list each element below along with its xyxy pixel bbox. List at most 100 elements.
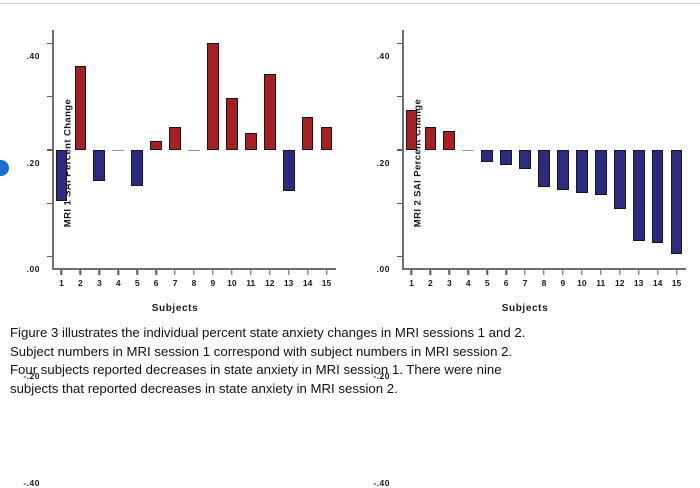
y-tick-2-1: .20 (377, 95, 402, 168)
x-tick-2-13 (637, 270, 640, 275)
bar-2-subject-7[interactable] (519, 150, 531, 169)
bar-1-subject-5[interactable] (131, 150, 144, 186)
x-tick-2-2 (429, 270, 432, 275)
x-tick-2-3 (448, 270, 451, 275)
x-tick-label: 5 (484, 278, 490, 288)
x-tick-label: 13 (633, 278, 644, 288)
bar-1-subject-12[interactable] (263, 74, 276, 150)
bar-1-subject-1[interactable] (55, 150, 68, 201)
x-tick-2-1 (410, 270, 413, 275)
y-tick-label: -.20 (23, 370, 40, 381)
caption-line: Subject numbers in MRI session 1 corresp… (10, 343, 513, 359)
x-tick-label: 3 (446, 278, 452, 288)
x-tick-1-1 (60, 270, 63, 275)
bar-2-subject-8[interactable] (538, 150, 550, 188)
x-tick-label: 7 (522, 278, 528, 288)
x-tick-label: 14 (302, 278, 313, 288)
x-tick-label: 6 (503, 278, 509, 288)
caption-line: Four subjects reported decreases in stat… (10, 362, 502, 378)
bar-2-subject-1[interactable] (405, 110, 418, 150)
x-tick-2-14 (656, 270, 659, 275)
bar-1-subject-7[interactable] (169, 127, 181, 150)
x-tick-label: 6 (153, 278, 159, 288)
x-tick-label: 9 (560, 278, 566, 288)
plot-area-mri-1: .40.20.00 -.20 -.40 1 2 3 4 5 6 7 8 9 10 11 12 13 14 15 (23, 30, 336, 488)
top-divider (0, 3, 700, 4)
bar-2-subject-6[interactable] (500, 150, 512, 165)
x-tick-label: 2 (428, 278, 433, 288)
x-axis-line-mri-1 (52, 268, 336, 270)
y-tick-1-0: .40 (27, 42, 52, 61)
bar-2-subject-10[interactable] (575, 150, 588, 193)
bar-zero-1-4[interactable] (112, 149, 125, 151)
x-tick-1-11 (250, 270, 252, 275)
x-tick-label: 5 (134, 278, 140, 288)
x-tick-2-5 (486, 270, 488, 275)
bar-zero-2-4[interactable] (462, 149, 475, 151)
figure-charts-area: MRI 1 SAI Percent Change .40.20.00 -.20 -.… (0, 8, 700, 488)
bar-1-subject-15[interactable] (320, 127, 333, 150)
bar-1-subject-13[interactable] (282, 150, 295, 192)
x-tick-1-4 (117, 270, 119, 275)
bar-2-subject-14[interactable] (651, 150, 664, 244)
x-tick-label: 8 (191, 278, 197, 288)
x-tick-label: 2 (78, 278, 83, 288)
bar-2-subject-2[interactable] (424, 127, 437, 150)
y-tick-label: .00 (26, 264, 40, 275)
bar-1-subject-14[interactable] (301, 116, 314, 150)
x-tick-label: 15 (321, 278, 332, 288)
x-axis-line-mri-2 (402, 268, 686, 270)
x-tick-label: 10 (577, 278, 587, 288)
x-tick-label: 1 (59, 278, 64, 288)
x-tick-1-2 (79, 270, 82, 275)
bar-1-subject-3[interactable] (93, 150, 106, 181)
bar-1-subject-10[interactable] (225, 98, 238, 150)
figure-caption: Figure 3 illustrates the individual perc… (10, 324, 696, 398)
y-tick-1-4: -.40 (23, 255, 52, 488)
x-tick-2-12 (619, 270, 621, 275)
x-tick-1-12 (269, 270, 271, 275)
bar-2-subject-9[interactable] (557, 150, 569, 190)
figure-page: MRI 1 SAI Percent Change .40.20.00 -.20 -.… (0, 3, 700, 488)
x-tick-1-3 (98, 270, 101, 275)
y-tick-2-0: .40 (377, 42, 402, 61)
x-tick-2-7 (524, 270, 526, 275)
bar-1-subject-11[interactable] (244, 132, 257, 150)
x-tick-2-4 (467, 270, 469, 275)
caption-line: Figure 3 illustrates the individual perc… (10, 325, 526, 340)
x-tick-2-11 (600, 270, 602, 275)
y-tick-2-2: .00 (377, 149, 402, 274)
x-tick-1-5 (136, 270, 138, 275)
x-tick-2-8 (543, 270, 545, 275)
bar-zero-1-8[interactable] (188, 149, 200, 151)
x-tick-2-9 (562, 270, 564, 275)
bar-2-subject-3[interactable] (443, 131, 456, 150)
x-axis-label-mri-2: Subjects (501, 303, 549, 314)
plot-area-mri-2: .40.20.00 -.20 -.40 1 2 3 4 5 6 7 8 9 10 11 12 13 14 15 (373, 30, 686, 488)
x-tick-2-6 (505, 270, 507, 275)
y-tick-2-3: -.20 (373, 202, 402, 381)
x-tick-2-10 (581, 270, 583, 275)
x-tick-1-13 (287, 270, 290, 275)
bar-1-subject-9[interactable] (207, 43, 219, 150)
y-tick-label: .40 (376, 50, 390, 61)
bar-2-subject-15[interactable] (670, 150, 683, 254)
x-tick-label: 11 (596, 278, 606, 288)
bar-2-subject-5[interactable] (481, 150, 494, 162)
bar-2-subject-13[interactable] (632, 150, 645, 241)
x-tick-label: 7 (172, 278, 178, 288)
y-tick-1-2: .00 (27, 149, 52, 274)
y-tick-label: .40 (26, 50, 40, 61)
y-axis-line-mri-1 (52, 30, 54, 270)
x-tick-1-10 (231, 270, 233, 275)
y-tick-label: .00 (376, 264, 390, 275)
x-tick-label: 10 (227, 278, 237, 288)
y-tick-label: .20 (376, 157, 390, 168)
x-tick-label: 12 (264, 278, 275, 288)
bar-1-subject-2[interactable] (74, 66, 87, 150)
bar-1-subject-6[interactable] (150, 140, 162, 150)
x-tick-label: 9 (210, 278, 216, 288)
bar-2-subject-11[interactable] (594, 150, 607, 196)
bar-2-subject-12[interactable] (613, 150, 626, 209)
chart-panel-mri-1: MRI 1 SAI Percent Change .40.20.00 -.20 -.… (0, 8, 350, 488)
